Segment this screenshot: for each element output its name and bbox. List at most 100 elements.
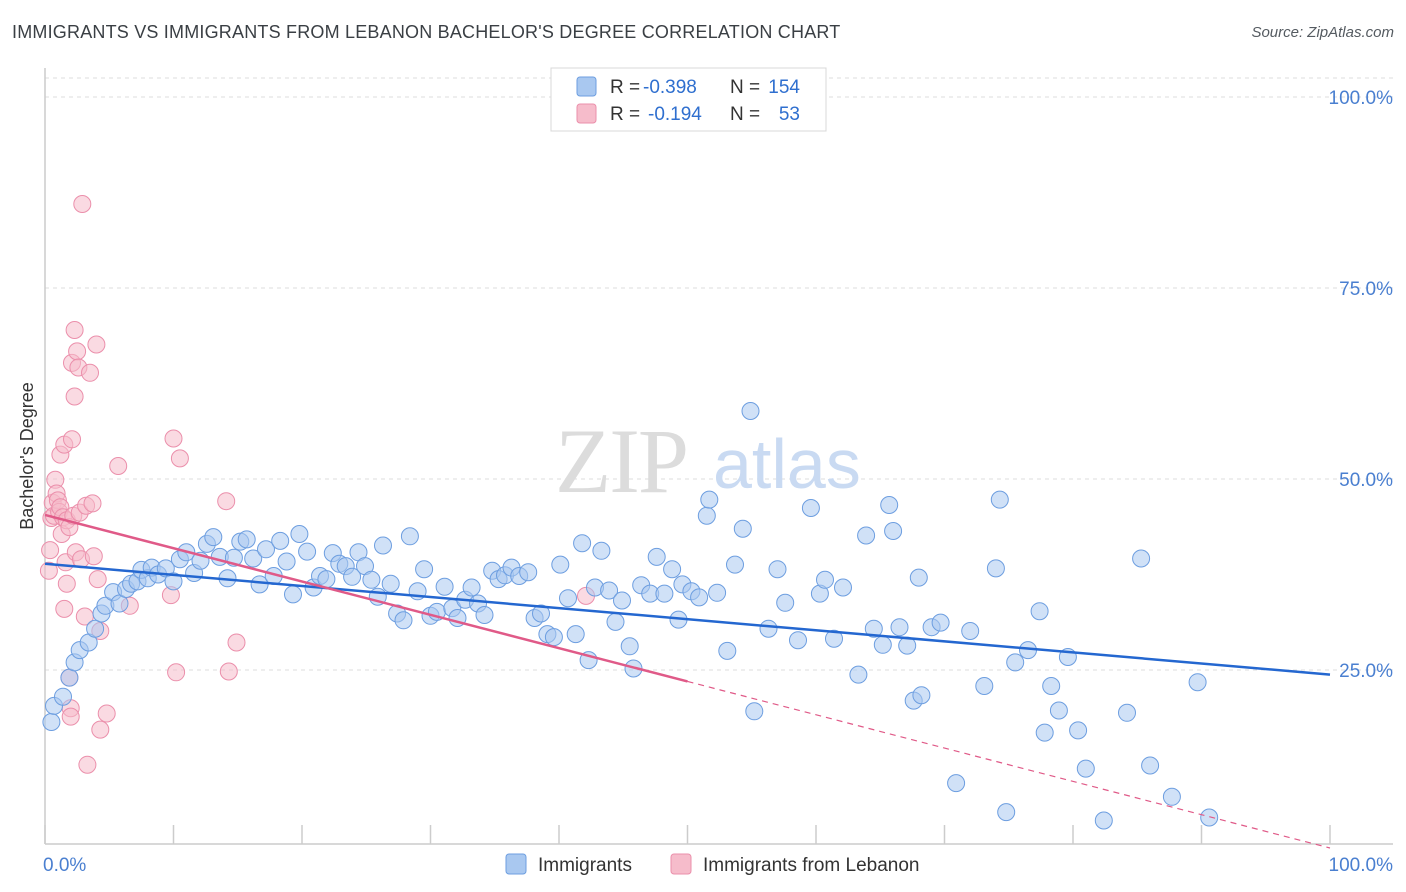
data-point-immigrants [277, 552, 296, 571]
data-point-immigrants [961, 622, 980, 640]
data-point-immigrants [1049, 701, 1068, 720]
data-point-immigrants [1069, 721, 1088, 740]
data-point-immigrants [1035, 723, 1054, 742]
data-point-immigrants [60, 668, 79, 687]
data-point-immigrants [435, 577, 454, 596]
data-point-immigrants [54, 687, 72, 706]
data-point-immigrants [237, 530, 256, 549]
data-point-lebanon [55, 599, 74, 618]
data-point-immigrants [857, 526, 876, 545]
watermark-atlas: atlas [713, 425, 861, 503]
data-point-immigrants [620, 637, 639, 656]
data-point-immigrants [415, 560, 434, 579]
data-point-lebanon [109, 457, 128, 475]
data-point-immigrants [975, 677, 994, 695]
y-tick-label: 75.0% [1339, 279, 1393, 300]
data-point-immigrants [250, 575, 269, 594]
legend-bottom-swatch-lebanon [670, 853, 692, 875]
y-tick-labels: 25.0% 50.0% 75.0% 100.0% [1329, 88, 1394, 682]
trend-line-lebanon-extrapolated [687, 680, 1331, 849]
data-point-immigrants [884, 522, 903, 540]
data-point-lebanon [97, 704, 116, 723]
data-point-immigrants [566, 625, 585, 644]
source-label: Source: ZipAtlas.com [1251, 24, 1394, 41]
data-point-immigrants [759, 619, 778, 638]
legend-r-value: -0.194 [648, 104, 702, 125]
data-point-immigrants [394, 611, 413, 630]
legend-bottom-swatch-immigrants [505, 853, 527, 875]
legend-bottom-label-lebanon: Immigrants from Lebanon [703, 855, 920, 876]
data-point-immigrants [400, 527, 419, 546]
series-lebanon-points [39, 195, 595, 774]
legend-r-value: -0.398 [643, 77, 697, 98]
data-point-immigrants [1006, 653, 1025, 672]
data-point-immigrants [1076, 759, 1095, 778]
data-point-lebanon [87, 335, 106, 354]
data-point-immigrants [849, 665, 868, 684]
data-point-immigrants [164, 572, 183, 591]
legend-r-label: R = [610, 104, 640, 125]
data-point-lebanon [78, 755, 97, 774]
data-point-immigrants [290, 525, 309, 543]
x-tick-label-min: 0.0% [43, 855, 86, 876]
data-point-immigrants [606, 612, 625, 631]
data-point-immigrants [745, 702, 764, 721]
data-point-immigrants [726, 555, 744, 574]
data-point-immigrants [890, 618, 909, 637]
data-point-lebanon [219, 662, 238, 681]
data-point-immigrants [298, 542, 317, 561]
data-point-immigrants [592, 541, 611, 560]
data-point-immigrants [519, 563, 538, 582]
data-point-lebanon [217, 492, 236, 511]
data-point-immigrants [1132, 549, 1151, 568]
data-point-immigrants [873, 635, 892, 654]
data-point-immigrants [663, 560, 682, 579]
data-point-lebanon [65, 321, 84, 339]
trend-lines [44, 513, 1331, 849]
data-point-immigrants [475, 606, 494, 624]
data-point-immigrants [204, 528, 223, 547]
data-point-lebanon [68, 342, 87, 361]
legend-n-value: 53 [779, 104, 800, 125]
data-point-immigrants [990, 490, 1009, 509]
data-point-immigrants [1042, 677, 1061, 695]
data-point-lebanon [164, 429, 183, 448]
data-point-immigrants [42, 713, 61, 731]
x-tick-label-max: 100.0% [1329, 855, 1394, 876]
legend-n-value: 154 [768, 77, 800, 98]
data-point-immigrants [909, 568, 928, 587]
data-point-immigrants [1162, 787, 1181, 806]
data-point-immigrants [697, 506, 716, 525]
data-point-lebanon [84, 547, 103, 566]
legend-swatch-lebanon [576, 103, 597, 124]
data-point-immigrants [244, 549, 263, 568]
data-point-immigrants [551, 555, 570, 574]
y-tick-label: 25.0% [1339, 661, 1393, 682]
data-point-immigrants [776, 593, 795, 612]
x-ticks [44, 825, 1331, 844]
y-tick-label: 50.0% [1339, 470, 1393, 491]
data-point-immigrants [789, 631, 807, 650]
series-immigrants-points [42, 402, 1219, 830]
data-point-lebanon [170, 449, 189, 468]
data-point-lebanon [63, 430, 81, 449]
data-point-immigrants [825, 629, 843, 648]
legend-bottom-label-immigrants: Immigrants [538, 855, 632, 876]
legend-n-label: N = [730, 77, 760, 98]
watermark: ZIP [555, 410, 687, 512]
data-point-immigrants [733, 519, 752, 538]
data-point-lebanon [65, 387, 84, 406]
data-point-immigrants [600, 581, 619, 600]
data-point-lebanon [227, 633, 246, 652]
data-point-immigrants [986, 559, 1005, 578]
data-point-immigrants [544, 628, 563, 647]
data-point-immigrants [655, 584, 674, 603]
data-point-immigrants [86, 619, 105, 638]
data-point-immigrants [864, 619, 883, 638]
data-point-immigrants [1118, 703, 1136, 722]
data-point-immigrants [708, 583, 727, 602]
data-point-lebanon [83, 494, 102, 513]
trend-line-immigrants [44, 562, 1331, 676]
data-point-immigrants [1141, 756, 1160, 775]
y-axis-label: Bachelor's Degree [17, 382, 37, 530]
